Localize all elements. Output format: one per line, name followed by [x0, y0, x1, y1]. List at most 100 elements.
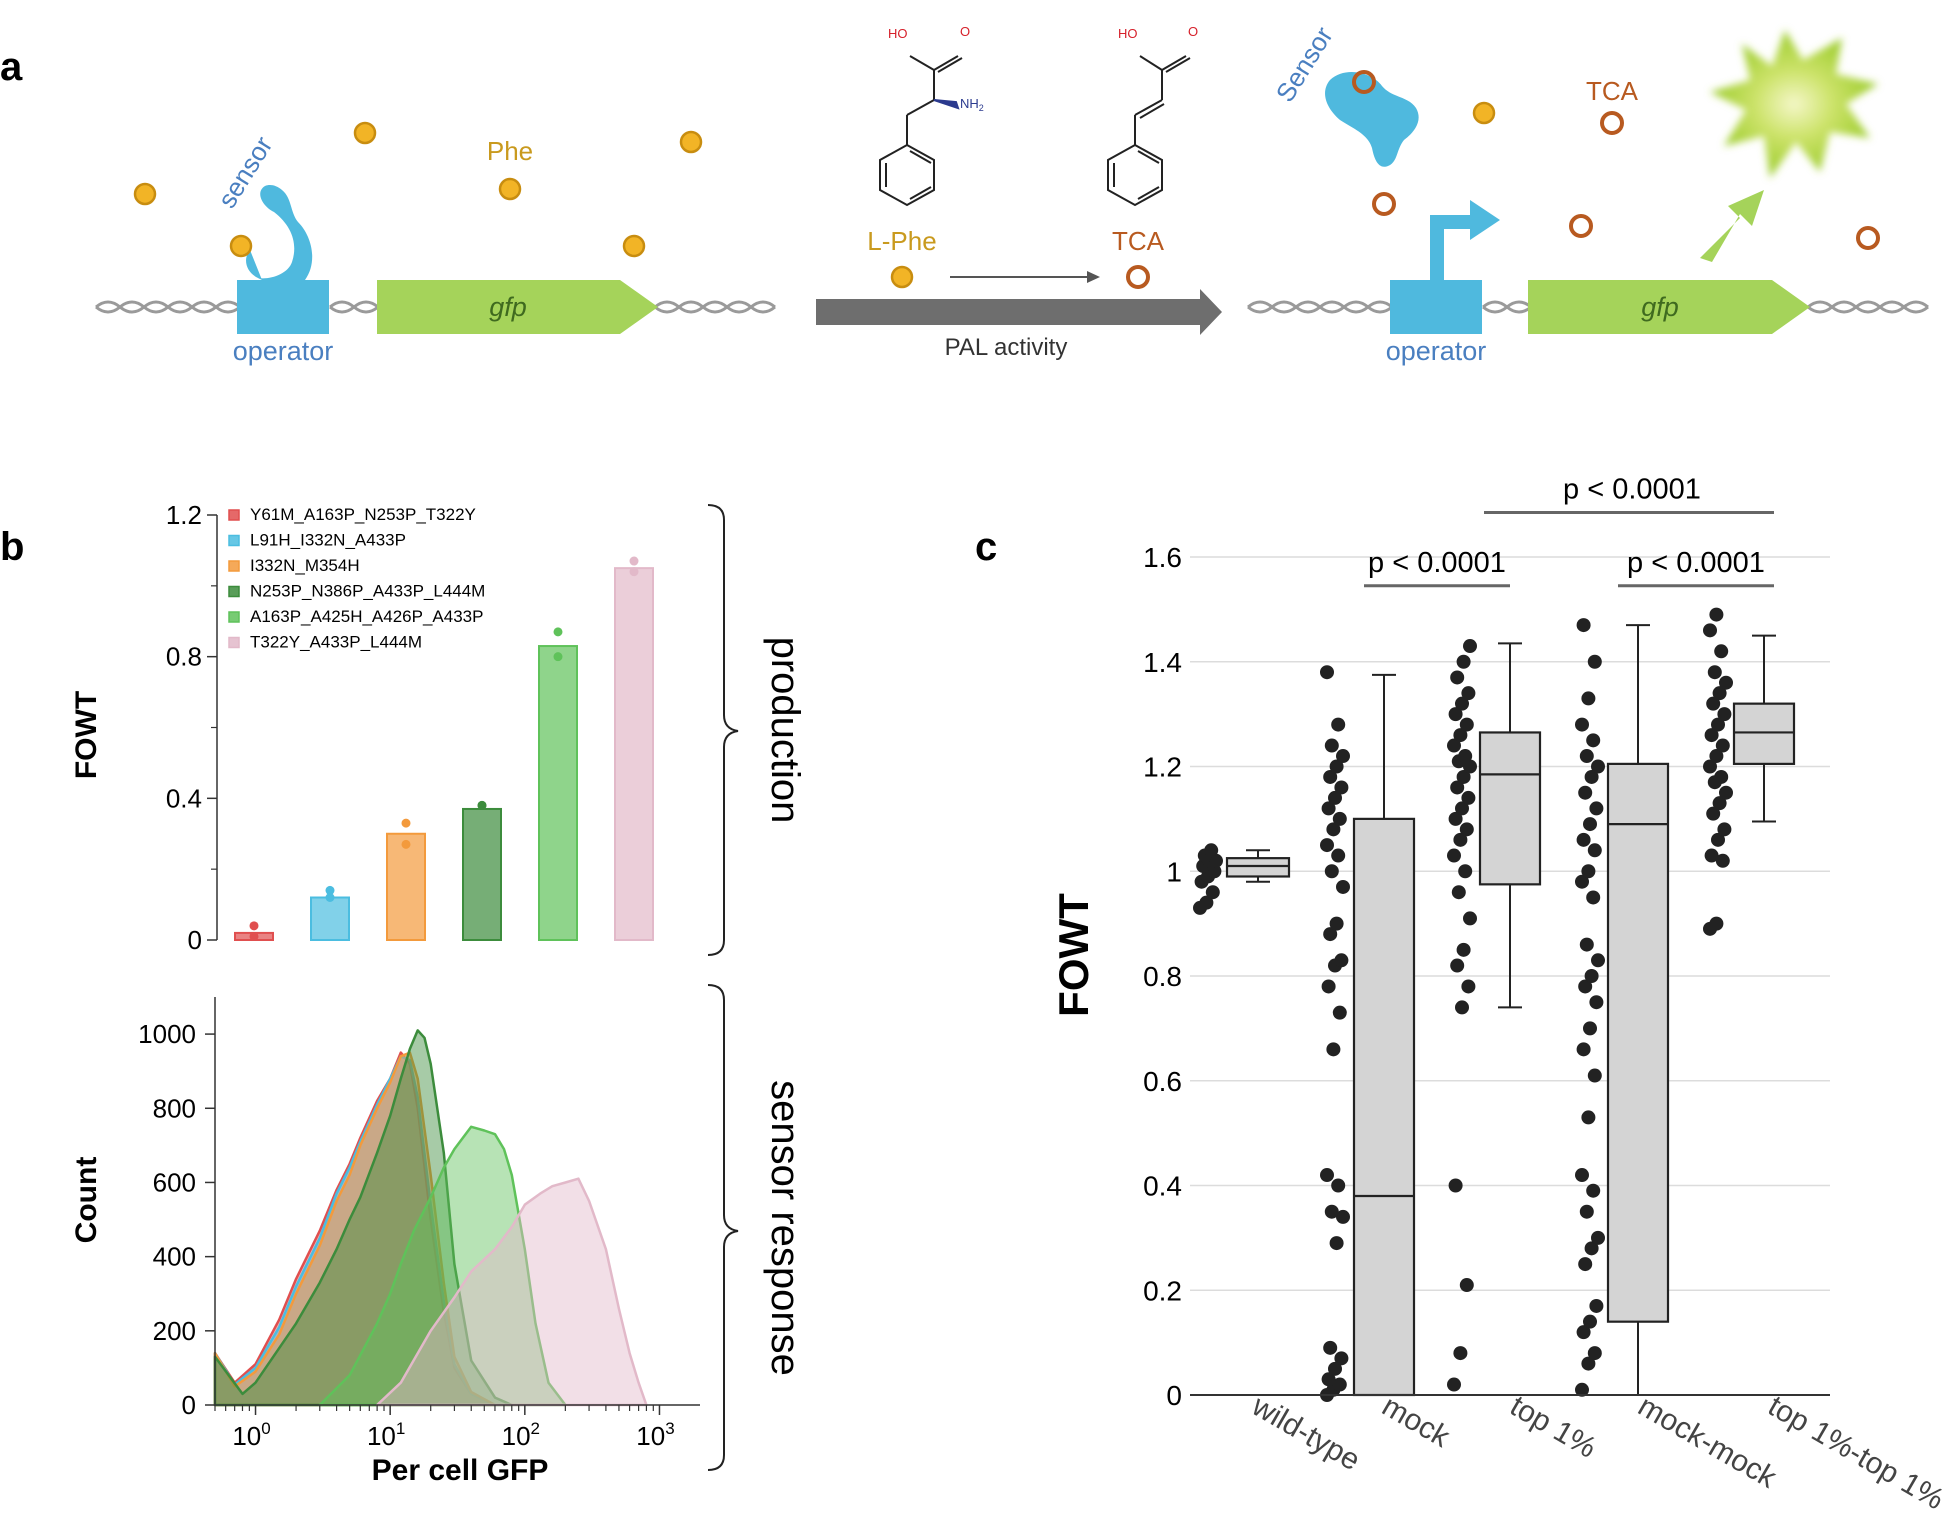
sensor-response-bracket [707, 984, 739, 1471]
data-point [1323, 927, 1338, 942]
data-point [1704, 848, 1719, 863]
hist-x-tick-label: 100 [232, 1419, 270, 1451]
data-point [1324, 864, 1339, 879]
data-point [1709, 916, 1724, 931]
box-y-tick-label: 1.4 [1143, 647, 1182, 678]
phe-molecule-right [1472, 101, 1496, 125]
data-point [1453, 832, 1468, 847]
carbonyl-o-2: O [1188, 24, 1198, 39]
box-y-tick-label: 0.4 [1143, 1171, 1182, 1202]
data-point [1329, 759, 1344, 774]
gfp-label-right: gfp [1641, 292, 1679, 322]
box [1352, 817, 1416, 1397]
data-point [1583, 1314, 1597, 1329]
data-point [1589, 1298, 1604, 1313]
hist-y-tick-label: 0 [182, 1390, 196, 1420]
data-point [1714, 644, 1729, 659]
data-point [1581, 1110, 1596, 1125]
hist-y-tick-label: 200 [153, 1316, 196, 1346]
data-point [1447, 848, 1461, 863]
box-x-tick-label: top 1% [1505, 1389, 1602, 1464]
pal-activity-arrow [816, 289, 1222, 335]
data-point [1576, 1325, 1591, 1340]
data-point [1334, 780, 1349, 795]
data-point [1204, 843, 1219, 858]
histogram-series [318, 1125, 567, 1407]
data-point [1581, 691, 1596, 706]
box-y-tick-label: 0 [1166, 1380, 1182, 1411]
fluorescence-burst [1710, 30, 1878, 178]
box [1225, 857, 1291, 878]
data-point [1711, 832, 1725, 847]
box-y-tick-label: 0.2 [1143, 1275, 1182, 1306]
histogram-series [213, 1029, 514, 1407]
data-point [1329, 916, 1344, 931]
data-point [1328, 1361, 1342, 1376]
data-point [1199, 895, 1214, 910]
hist-x-tick-label: 103 [636, 1419, 674, 1451]
bar-replicate-point [401, 839, 411, 849]
box-x-tick-label: mock [1377, 1389, 1456, 1454]
bar-replicate-point [249, 931, 259, 941]
production-bracket [707, 504, 739, 956]
tca-molecules-right [1352, 70, 1880, 250]
box-y-tick-label: 1.2 [1143, 752, 1182, 783]
fowt-box-plot: 00.20.40.60.811.21.41.6 wild-type mock top… [1050, 473, 1949, 1516]
data-point [1326, 822, 1341, 837]
legend-label: T322Y_A433P_L444M [250, 633, 422, 652]
data-point [1586, 733, 1601, 748]
p-value-label: p < 0.0001 [1627, 547, 1765, 579]
data-point [1579, 937, 1594, 952]
data-point [1587, 1068, 1602, 1083]
bar-replicate-point [629, 567, 639, 577]
data-point [1575, 717, 1589, 732]
box-y-tick-label: 1.6 [1143, 542, 1182, 573]
dna-strand-left [95, 300, 776, 314]
bar-replicate-point [477, 800, 487, 810]
data-point [1583, 1021, 1597, 1036]
data-point [1456, 942, 1471, 957]
data-point [1589, 995, 1604, 1010]
data-point [1321, 1372, 1336, 1387]
data-point [1324, 1204, 1339, 1219]
carboxyl-oh-2: HO [1118, 26, 1138, 41]
data-point [1332, 1377, 1347, 1392]
data-point [1448, 707, 1463, 722]
bar-replicate-point [401, 818, 411, 828]
data-point [1717, 822, 1732, 837]
legend-swatch [228, 585, 240, 598]
data-point [1453, 728, 1468, 743]
data-point [1581, 864, 1596, 879]
data-point [1455, 696, 1469, 711]
data-point [1455, 1000, 1469, 1015]
legend-label: N253P_N386P_A433P_L444M [250, 582, 485, 601]
data-point [1461, 686, 1476, 701]
bar [386, 832, 426, 941]
sensor-protein-left [258, 185, 313, 280]
data-point [1712, 686, 1727, 701]
bar [310, 896, 350, 941]
data-point [1578, 785, 1593, 800]
promoter-arrow [1430, 200, 1500, 280]
data-point [1321, 801, 1336, 816]
data-point [1704, 728, 1719, 743]
sensor-protein-right [1325, 72, 1419, 167]
bar [462, 807, 502, 941]
box-y-tick-label: 0.8 [1143, 961, 1182, 992]
box-x-tick-label: top 1%-top 1% [1763, 1389, 1950, 1516]
legend-label: Y61M_A163P_N253P_T322Y [250, 505, 476, 524]
data-point [1714, 769, 1729, 784]
operator-label-left: operator [233, 336, 334, 366]
data-point [1331, 717, 1346, 732]
data-point [1587, 654, 1602, 669]
histogram-series [213, 1051, 497, 1407]
data-point [1717, 707, 1732, 722]
fowt-bar-chart: 0 0.4 0.8 1.2 Y61M_A163P_N253P_T322Y L91H_I3… [70, 500, 654, 955]
legend-label: L91H_I332N_A433P [250, 531, 406, 550]
box-y-tick-label: 1 [1166, 856, 1182, 887]
production-label: production [763, 637, 807, 824]
hist-y-tick-label: 600 [153, 1167, 196, 1197]
legend-label: A163P_A425H_A426P_A433P [250, 607, 483, 626]
data-point [1320, 1168, 1334, 1183]
tca-label-middle: TCA [1112, 226, 1165, 256]
